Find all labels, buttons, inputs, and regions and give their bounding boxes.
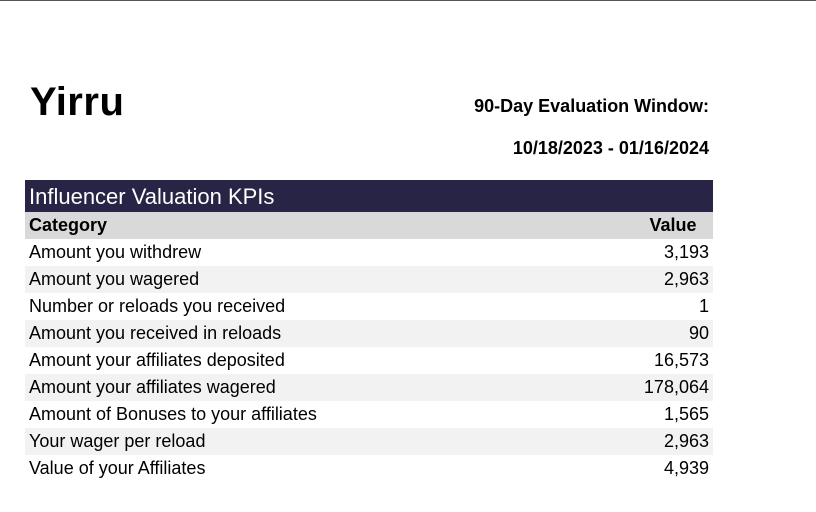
row-value: 90 (688, 323, 709, 343)
category-column-header: Category (29, 215, 108, 235)
table-row: Amount your affiliates wagered 178,064 (25, 374, 713, 401)
table-row: Amount your affiliates deposited 16,573 (25, 347, 713, 374)
table-row: Amount you withdrew 3,193 (25, 239, 713, 266)
row-category: Amount your affiliates deposited (29, 350, 285, 370)
table-row: Amount you wagered 2,963 (25, 266, 713, 293)
row-value: 1,565 (663, 404, 709, 424)
value-column-header: Value (649, 215, 697, 235)
table-row: Amount you received in reloads 90 (25, 320, 713, 347)
row-category: Amount you withdrew (29, 242, 202, 262)
kpi-table-title: Influencer Valuation KPIs (25, 180, 713, 212)
top-border-line (0, 0, 816, 1)
kpi-table: Influencer Valuation KPIs Category Value… (25, 180, 713, 482)
row-category: Amount you received in reloads (29, 323, 282, 343)
table-row: Amount of Bonuses to your affiliates 1,5… (25, 401, 713, 428)
row-value: 4,939 (663, 458, 709, 478)
row-value: 2,963 (663, 431, 709, 451)
evaluation-window-range: 10/18/2023 - 01/16/2024 (512, 138, 709, 158)
row-value: 178,064 (643, 377, 709, 397)
table-row: Value of your Affiliates 4,939 (25, 455, 713, 482)
row-category: Value of your Affiliates (29, 458, 206, 478)
row-category: Amount of Bonuses to your affiliates (29, 404, 317, 424)
row-category: Number or reloads you received (29, 296, 286, 316)
table-row: Number or reloads you received 1 (25, 293, 713, 320)
row-value: 3,193 (663, 242, 709, 262)
row-category: Amount your affiliates wagered (29, 377, 276, 397)
kpi-table-header: Category Value (25, 212, 713, 239)
row-category: Amount you wagered (29, 269, 200, 289)
row-value: 16,573 (653, 350, 709, 370)
evaluation-window-label: 90-Day Evaluation Window: (474, 96, 709, 116)
row-value: 2,963 (663, 269, 709, 289)
row-value: 1 (698, 296, 709, 316)
table-row: Your wager per reload 2,963 (25, 428, 713, 455)
row-category: Your wager per reload (29, 431, 206, 451)
influencer-name: Yirru (30, 80, 125, 124)
